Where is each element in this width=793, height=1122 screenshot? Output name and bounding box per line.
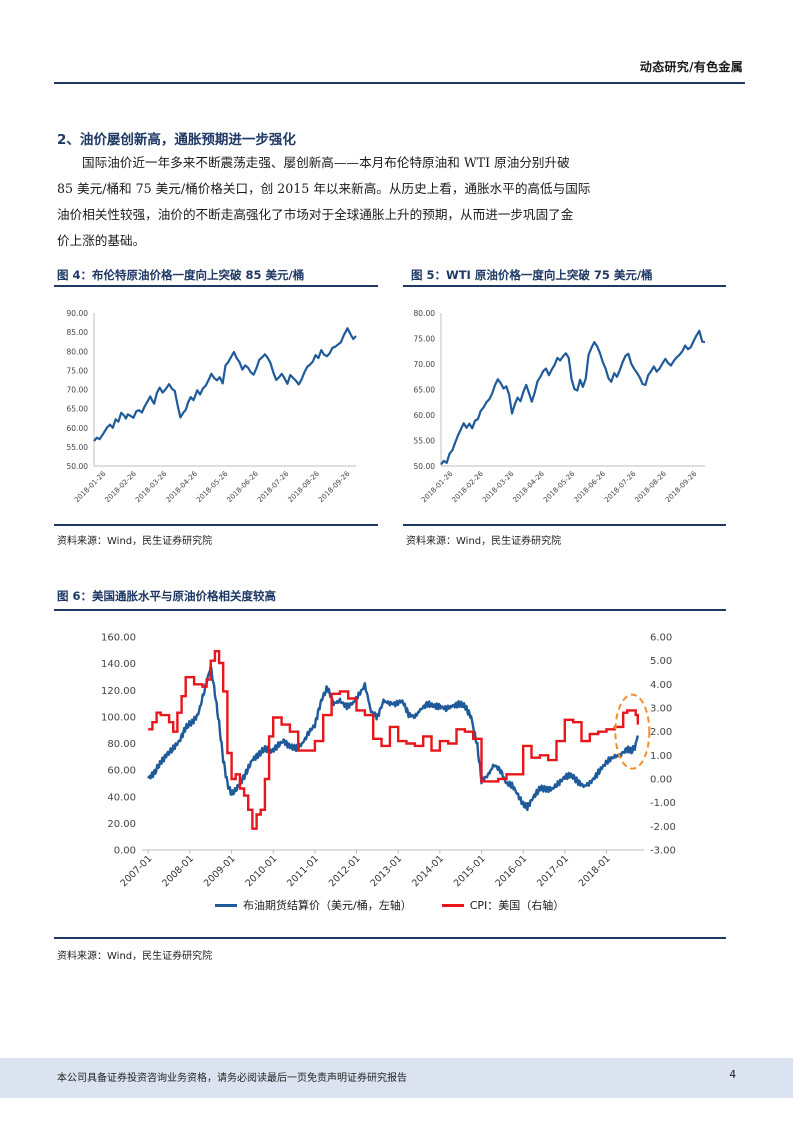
left-tick-label: 140.00 bbox=[101, 659, 136, 670]
y-tick-label: 60.00 bbox=[67, 424, 89, 433]
brent-vs-cpi-chart: 0.00 20.00 40.00 60.00 80.00 100.00 120.00 140.… bbox=[101, 633, 676, 890]
figure-5-source: 资料来源：Wind，民生证券研究院 bbox=[406, 536, 562, 547]
figure-5-bottom-rule bbox=[403, 524, 726, 526]
legend-label-cpi: CPI：美国（右轴） bbox=[469, 899, 565, 912]
left-tick-label: 120.00 bbox=[101, 686, 136, 697]
right-tick-label: 1.00 bbox=[650, 751, 672, 762]
figure-6-legend: 布油期货结算价（美元/桶，左轴） CPI：美国（右轴） bbox=[215, 897, 564, 913]
y-tick-label: 80.00 bbox=[414, 309, 436, 318]
price-line bbox=[93, 327, 357, 442]
x-tick-label: 2011-01 bbox=[285, 853, 321, 889]
figure-4-source: 资料来源：Wind，民生证券研究院 bbox=[57, 536, 213, 547]
figure-6-source: 资料来源：Wind，民生证券研究院 bbox=[57, 951, 213, 962]
left-tick-label: 60.00 bbox=[107, 766, 136, 777]
paragraph-line: 油价相关性较强，油价的不断走高强化了市场对于全球通胀上升的预期，从而进一步巩固了… bbox=[57, 207, 574, 222]
left-tick-label: 40.00 bbox=[107, 792, 136, 803]
y-tick-label: 85.00 bbox=[67, 328, 89, 337]
y-tick-label: 50.00 bbox=[67, 462, 89, 471]
paragraph-line: 国际油价近一年多来不断震荡走强、屡创新高——本月布伦特原油和 WTI 原油分别升… bbox=[82, 155, 570, 170]
figure-6-title: 图 6：美国通胀水平与原油价格相关度较高 bbox=[57, 589, 277, 603]
left-tick-label: 80.00 bbox=[107, 739, 136, 750]
x-tick-label: 2018-09-26 bbox=[317, 469, 352, 504]
brent-series-line bbox=[147, 664, 639, 812]
y-tick-label: 75.00 bbox=[414, 335, 436, 344]
right-tick-label: -2.00 bbox=[650, 822, 676, 833]
y-tick-label: 55.00 bbox=[67, 443, 89, 452]
figure-5-title: 图 5：WTI 原油价格一度向上突破 75 美元/桶 bbox=[411, 268, 653, 282]
left-tick-label: 100.00 bbox=[101, 712, 136, 723]
x-tick-label: 2018-01 bbox=[577, 853, 613, 889]
y-tick-label: 80.00 bbox=[67, 347, 89, 356]
y-tick-label: 65.00 bbox=[414, 386, 436, 395]
y-tick-label: 65.00 bbox=[67, 405, 89, 414]
figure-5-top-rule bbox=[403, 285, 726, 287]
legend-label-brent: 布油期货结算价（美元/桶，左轴） bbox=[243, 899, 412, 912]
right-tick-label: 0.00 bbox=[650, 775, 672, 786]
footer-disclaimer: 本公司具备证券投资咨询业务资格，请务必阅读最后一页免责声明证券研究报告 bbox=[57, 1073, 407, 1084]
right-tick-label: -1.00 bbox=[650, 798, 676, 809]
section-paragraph: 国际油价近一年多来不断震荡走强、屡创新高——本月布伦特原油和 WTI 原油分别升… bbox=[57, 150, 737, 254]
y-tick-label: 75.00 bbox=[67, 366, 89, 375]
page-number: 4 bbox=[729, 1069, 736, 1081]
cpi-series-line bbox=[148, 650, 639, 830]
right-tick-label: 5.00 bbox=[650, 656, 672, 667]
x-tick-label: 2013-01 bbox=[368, 853, 404, 889]
y-tick-label: 70.00 bbox=[67, 386, 89, 395]
legend-swatch-brent bbox=[215, 903, 237, 907]
y-tick-label: 50.00 bbox=[414, 462, 436, 471]
y-tick-label: 60.00 bbox=[414, 411, 436, 420]
x-tick-label: 2012-01 bbox=[327, 853, 363, 889]
x-tick-label: 2017-01 bbox=[535, 853, 571, 889]
x-tick-label: 2015-01 bbox=[452, 853, 488, 889]
x-tick-label: 2007-01 bbox=[119, 853, 155, 889]
x-tick-label: 2014-01 bbox=[410, 853, 446, 889]
legend-swatch-cpi bbox=[441, 903, 464, 907]
paragraph-line: 85 美元/桶和 75 美元/桶价格关口，创 2015 年以来新高。从历史上看，… bbox=[57, 181, 591, 196]
figure-6-top-rule bbox=[54, 609, 726, 611]
right-tick-label: 3.00 bbox=[650, 704, 672, 715]
figure-4-bottom-rule bbox=[54, 524, 378, 526]
y-tick-label: 70.00 bbox=[414, 360, 436, 369]
figure-4-title: 图 4：布伦特原油价格一度向上突破 85 美元/桶 bbox=[57, 268, 305, 282]
right-tick-label: 4.00 bbox=[650, 680, 672, 691]
right-tick-label: -3.00 bbox=[650, 846, 676, 857]
figure-6-bottom-rule bbox=[54, 937, 726, 939]
highlight-ellipse bbox=[614, 693, 651, 770]
header-rule bbox=[54, 82, 745, 84]
right-tick-label: 2.00 bbox=[650, 727, 672, 738]
right-tick-label: 6.00 bbox=[650, 633, 672, 644]
y-tick-label: 90.00 bbox=[67, 309, 89, 318]
figure-4-top-rule bbox=[54, 285, 378, 287]
section-title: 2、油价屡创新高，通胀预期进一步强化 bbox=[57, 132, 296, 148]
y-tick-label: 55.00 bbox=[414, 437, 436, 446]
brent-2018-chart: 50.00 55.00 60.00 65.00 70.00 75.00 80.00 85.00… bbox=[67, 309, 357, 504]
footer-bar bbox=[0, 1058, 793, 1098]
left-tick-label: 20.00 bbox=[107, 819, 136, 830]
x-tick-label: 2018-09-26 bbox=[664, 469, 699, 504]
running-header: 动态研究/有色金属 bbox=[639, 60, 743, 74]
left-tick-label: 0.00 bbox=[114, 846, 136, 857]
left-tick-label: 160.00 bbox=[101, 633, 136, 644]
x-tick-label: 2016-01 bbox=[493, 853, 529, 889]
x-tick-label: 2010-01 bbox=[243, 853, 279, 889]
wti-2018-chart: 50.00 55.00 60.00 65.00 70.00 75.00 80.00 2018-… bbox=[414, 309, 706, 504]
price-line bbox=[440, 329, 706, 466]
paragraph-line: 价上涨的基础。 bbox=[57, 233, 146, 248]
x-tick-label: 2009-01 bbox=[202, 853, 238, 889]
x-tick-label: 2008-01 bbox=[160, 853, 196, 889]
